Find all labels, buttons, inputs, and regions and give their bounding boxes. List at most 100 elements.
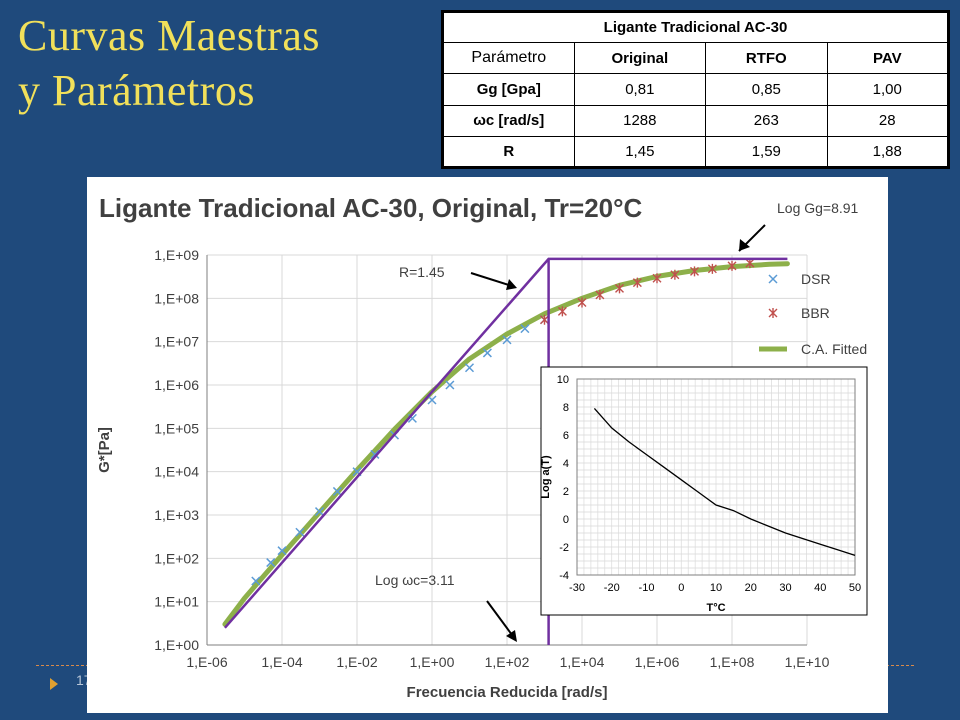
dsr-point (277, 546, 287, 556)
x-tick-label: 1,E+00 (410, 654, 455, 670)
table-cell: 1288 (573, 104, 707, 137)
dsr-point (502, 335, 512, 345)
inset-x-axis-label: T°C (706, 602, 725, 614)
y-tick-label: 1,E+02 (154, 550, 199, 566)
slide-title-line-1: Curvas Maestras (18, 11, 320, 60)
footer-bullet-icon (50, 678, 58, 690)
bbr-point (615, 283, 624, 294)
dsr-point (295, 527, 305, 537)
arrow-head-icon (739, 239, 750, 251)
bbr-point (707, 263, 717, 274)
dsr-point (482, 348, 492, 358)
dsr-point (314, 507, 325, 517)
y-tick-label: 1,E+08 (154, 290, 199, 306)
x-tick-label: 1,E-02 (336, 654, 377, 670)
table-row: ωc [rad/s] 1288 263 28 (442, 104, 950, 137)
table-cell: 1,00 (826, 73, 950, 106)
annotation-arrow (486, 600, 516, 640)
bbr-point (540, 314, 549, 325)
dsr-point (520, 324, 530, 334)
y-tick-label: 1,E+09 (154, 247, 199, 263)
annotation-wc: Log ωc=3.11 (375, 572, 455, 588)
inset-y-tick-label: 10 (557, 374, 569, 386)
y-tick-label: 1,E+06 (154, 377, 199, 393)
bbr-point (670, 269, 680, 280)
chart-title: Ligante Tradicional AC-30, Original, Tr=… (99, 193, 643, 223)
dsr-point (332, 486, 342, 496)
inset-x-tick-label: 20 (745, 582, 757, 594)
legend-dsr-label: DSR (801, 271, 831, 287)
x-tick-label: 1,E-04 (261, 654, 302, 670)
dsr-point (251, 576, 261, 586)
fitted-curve (222, 261, 790, 627)
table-cell: 0,81 (573, 73, 707, 106)
inset-x-tick-label: 10 (710, 582, 722, 594)
inset-y-tick-label: 8 (563, 402, 569, 414)
table-row: Gg [Gpa] 0,81 0,85 1,00 (442, 73, 950, 106)
shift-factor-curve (593, 407, 856, 557)
inset-x-tick-label: 50 (849, 582, 861, 594)
table-cell-param: ωc [rad/s] (442, 104, 575, 137)
inset-y-tick-label: -4 (559, 570, 569, 582)
inset-y-axis-label: Log a(T) (540, 455, 552, 499)
table-cell: 263 (705, 104, 828, 137)
y-tick-label: 1,E+05 (154, 420, 199, 436)
y-axis-label: G*[Pa] (96, 427, 113, 473)
y-tick-label: 1,E+07 (154, 334, 199, 350)
x-tick-label: 1,E+02 (485, 654, 530, 670)
legend-bbr-label: BBR (801, 305, 830, 321)
table-cell-param: Gg [Gpa] (442, 73, 575, 106)
annotation-r: R=1.45 (399, 264, 445, 280)
x-tick-label: 1,E+04 (560, 654, 605, 670)
table-cell: 1,88 (826, 135, 950, 169)
bbr-point (557, 306, 567, 317)
bbr-point (727, 260, 737, 271)
inset-y-tick-label: 6 (563, 430, 569, 442)
bbr-point (595, 289, 605, 300)
inset-y-tick-label: -2 (559, 542, 569, 554)
asymptote-line (223, 257, 788, 629)
table-cell: 28 (826, 104, 950, 137)
table-cell: 1,45 (573, 135, 707, 169)
bbr-point (577, 297, 587, 308)
x-tick-label: 1,E+08 (710, 654, 755, 670)
slide-title: Curvas Maestras y Parámetros (18, 8, 438, 118)
x-tick-label: 1,E+06 (635, 654, 680, 670)
inset-x-tick-label: 0 (678, 582, 684, 594)
x-tick-label: 1,E-06 (186, 654, 227, 670)
master-curve-chart: Ligante Tradicional AC-30, Original, Tr=… (96, 193, 868, 701)
table-caption: Ligante Tradicional AC-30 (442, 10, 949, 44)
inset-x-tick-label: -20 (604, 582, 620, 594)
legend-dsr-icon (768, 274, 778, 284)
inset-y-tick-label: 0 (563, 514, 569, 526)
table-cell: 1,59 (705, 135, 828, 169)
bbr-point (690, 266, 699, 277)
x-axis-label: Frecuencia Reducida [rad/s] (407, 684, 608, 701)
inset-x-tick-label: 30 (779, 582, 791, 594)
bbr-point (632, 277, 642, 288)
parameters-table: Ligante Tradicional AC-30 Parámetro Orig… (441, 10, 950, 169)
dsr-point (445, 380, 455, 390)
inset-x-tick-label: -10 (639, 582, 655, 594)
table-header-parametro: Parámetro (442, 42, 575, 75)
bbr-point (652, 273, 662, 284)
inset-y-tick-label: 4 (563, 458, 569, 470)
dsr-point (370, 449, 380, 459)
y-tick-label: 1,E+00 (154, 637, 199, 653)
main-plot: Ligante Tradicional AC-30, Original, Tr=… (96, 193, 868, 701)
inset-x-tick-label: -30 (569, 582, 585, 594)
dsr-point (266, 558, 276, 568)
table-cell-param: R (442, 135, 575, 169)
table-cell: 0,85 (705, 73, 828, 106)
arrow-head-icon (506, 630, 517, 642)
x-tick-label: 1,E+10 (785, 654, 830, 670)
dsr-point (427, 395, 437, 405)
arrow-head-icon (506, 279, 517, 290)
table-row: R 1,45 1,59 1,88 (442, 135, 950, 169)
legend-bbr-icon (768, 308, 778, 318)
y-tick-label: 1,E+04 (154, 464, 199, 480)
slide-title-line-2: y Parámetros (18, 66, 255, 115)
chart-panel: Ligante Tradicional AC-30, Original, Tr=… (87, 177, 888, 713)
table-header-original: Original (573, 42, 707, 75)
inset-plot-area (576, 378, 856, 576)
